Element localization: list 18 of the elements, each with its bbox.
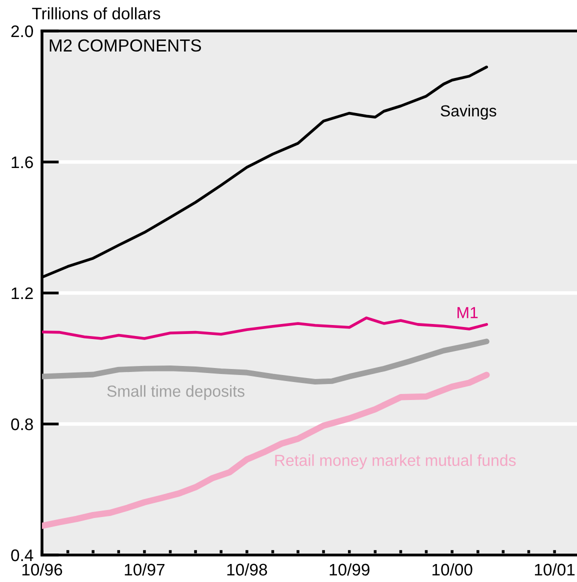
y-tick-label: 2.0 [11, 25, 34, 38]
x-tick-label: 10/99 [330, 563, 370, 576]
y-axis-title: Trillions of dollars [32, 7, 160, 20]
series-label: Savings [440, 104, 496, 120]
x-tick-label: 10/96 [22, 563, 62, 576]
x-tick-label: 10/98 [227, 563, 268, 576]
series-label: Retail money market mutual funds [275, 454, 516, 470]
line-series [42, 316, 488, 340]
y-tick-label: 0.8 [11, 418, 33, 430]
y-tick-label: 1.6 [12, 156, 33, 168]
x-tick-label: 10/01 [534, 563, 575, 576]
y-tick-label: 0.4 [11, 549, 34, 562]
series-label: Small time deposits [107, 385, 244, 400]
x-tick-label: 10/00 [432, 563, 472, 576]
x-tick-label: 10/97 [124, 563, 164, 576]
chart-title: M2 COMPONENTS [50, 39, 201, 52]
y-tick-label: 1.2 [12, 287, 33, 300]
series-label: M1 [458, 307, 478, 318]
